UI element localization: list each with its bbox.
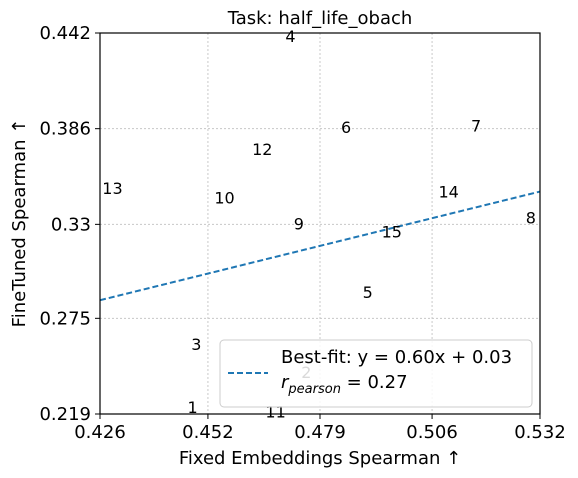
- point-label-12: 12: [252, 140, 272, 159]
- legend-r-subscript: pearson: [287, 382, 341, 397]
- point-label-8: 8: [526, 209, 536, 228]
- legend-r-entry: rpearson = 0.27: [281, 372, 408, 397]
- legend: Best-fit: y = 0.60x + 0.03 rpearson = 0.…: [219, 339, 533, 408]
- y-axis-label: FineTuned Spearman ↑: [9, 119, 30, 328]
- x-tick-label: 0.532: [514, 422, 566, 443]
- x-tick-label: 0.506: [406, 422, 458, 443]
- x-tick-label: 0.479: [294, 422, 346, 443]
- point-label-5: 5: [363, 283, 373, 302]
- point-label-13: 13: [102, 179, 122, 198]
- x-axis-label: Fixed Embeddings Spearman ↑: [179, 448, 461, 469]
- legend-r-symbol: r: [281, 372, 290, 393]
- point-label-9: 9: [294, 215, 304, 234]
- y-tick-label: 0.386: [39, 119, 91, 140]
- legend-r-value: = 0.27: [341, 372, 408, 393]
- best-fit-line-group: [99, 190, 541, 302]
- point-label-7: 7: [471, 116, 481, 135]
- legend-fit-entry: Best-fit: y = 0.60x + 0.03: [281, 347, 512, 368]
- y-tick-label: 0.33: [51, 214, 91, 235]
- point-label-1: 1: [187, 398, 197, 417]
- y-axis-ticks: 0.442 0.386 0.33 0.275 0.219: [39, 23, 100, 425]
- x-axis-ticks: 0.426 0.452 0.479 0.506 0.532: [74, 414, 566, 443]
- chart-title: Task: half_life_obach: [227, 8, 413, 29]
- y-tick-label: 0.442: [39, 23, 91, 44]
- point-label-10: 10: [214, 189, 234, 208]
- point-label-3: 3: [191, 335, 201, 354]
- y-tick-label: 0.219: [39, 404, 91, 425]
- point-label-14: 14: [438, 183, 458, 202]
- x-tick-label: 0.426: [74, 422, 126, 443]
- y-tick-label: 0.275: [39, 308, 91, 329]
- point-label-6: 6: [341, 118, 351, 137]
- x-tick-label: 0.452: [182, 422, 234, 443]
- point-label-4: 4: [285, 27, 295, 46]
- best-fit-line: [99, 190, 541, 302]
- legend-box: [219, 339, 533, 408]
- point-label-15: 15: [382, 223, 402, 242]
